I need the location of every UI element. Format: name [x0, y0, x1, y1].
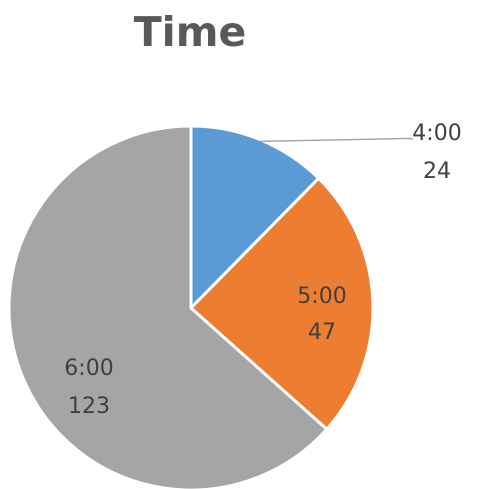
data-label-value: 24 [423, 159, 451, 184]
data-label-category: 5:00 [297, 284, 346, 309]
pie-slice-5-00 [189, 176, 375, 431]
pie-slice-4-00 [189, 124, 321, 310]
pie-slices [7, 124, 375, 489]
leader-lines [259, 137, 414, 143]
leader-line-4-00 [259, 137, 414, 143]
data-label-category: 4:00 [412, 121, 461, 146]
data-label-category: 6:00 [64, 356, 113, 381]
data-label-value: 47 [308, 320, 336, 345]
data-labels: 4:00 24 5:00 47 6:00 123 [64, 121, 461, 419]
chart-title: Time [133, 8, 247, 56]
data-label-value: 123 [68, 394, 110, 419]
pie-slice-6-00 [7, 124, 329, 489]
